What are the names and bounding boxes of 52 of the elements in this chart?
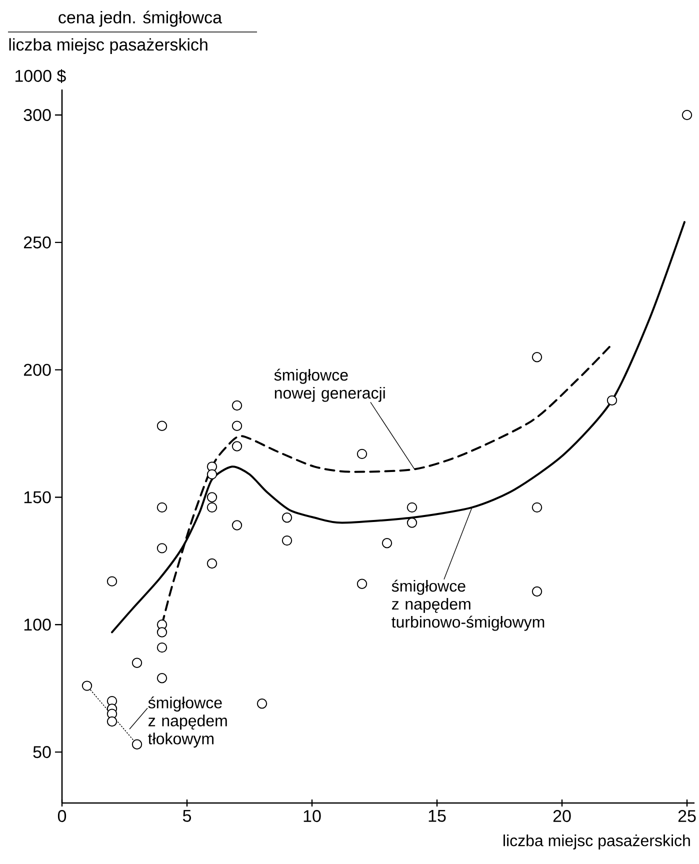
point xyxy=(206,492,218,502)
point xyxy=(282,512,292,523)
x-tick-label: 25 xyxy=(678,810,696,822)
y-tick-label: 50 xyxy=(33,746,51,758)
point xyxy=(256,698,268,709)
point xyxy=(106,716,118,727)
x-tick-label: 10 xyxy=(304,810,321,822)
y-tick-label: 100 xyxy=(24,618,51,631)
point xyxy=(206,502,218,513)
text: cena jedn. śmigłowca xyxy=(58,10,222,27)
x-tick-label: 0 xyxy=(58,810,66,822)
point xyxy=(82,680,92,691)
point xyxy=(382,538,392,548)
x-tick-label: 15 xyxy=(428,810,446,822)
annotation: śmigłowce z napędem turbinowo-śmigłowym xyxy=(392,580,544,631)
point xyxy=(532,502,542,513)
y-tick-label: 300 xyxy=(24,109,51,122)
point xyxy=(232,520,242,530)
y-tick-label: 200 xyxy=(24,364,51,376)
point xyxy=(232,400,242,411)
point xyxy=(406,502,418,513)
y-tick-label: 150 xyxy=(24,491,51,504)
y-tick-label: 250 xyxy=(24,236,51,248)
point xyxy=(406,518,418,528)
point xyxy=(156,502,168,513)
point xyxy=(156,420,168,431)
x-tick-label: 5 xyxy=(182,810,192,822)
point xyxy=(356,448,368,460)
point xyxy=(282,535,292,546)
point xyxy=(682,110,692,120)
line-series xyxy=(111,221,686,634)
text: liczba miejsc pasażerskich xyxy=(9,38,208,54)
point xyxy=(106,576,118,586)
point xyxy=(156,673,168,684)
point xyxy=(356,578,368,589)
point xyxy=(206,469,218,480)
point xyxy=(156,627,168,638)
point xyxy=(132,739,142,750)
point xyxy=(132,658,142,668)
point xyxy=(232,441,242,452)
point xyxy=(532,352,542,362)
point xyxy=(532,586,542,597)
annotation: śmigłowce z napędem tłokowym xyxy=(148,696,227,748)
annotation: śmigłowce nowej generacji xyxy=(274,368,385,402)
point xyxy=(156,642,168,653)
point xyxy=(206,558,218,569)
y-axis-title: 1000 $ xyxy=(15,69,66,83)
point xyxy=(156,543,168,554)
x-axis-title: liczba miejsc pasażerskich xyxy=(504,834,690,850)
point xyxy=(232,420,242,431)
x-tick-label: 20 xyxy=(553,810,571,822)
point xyxy=(606,395,618,406)
